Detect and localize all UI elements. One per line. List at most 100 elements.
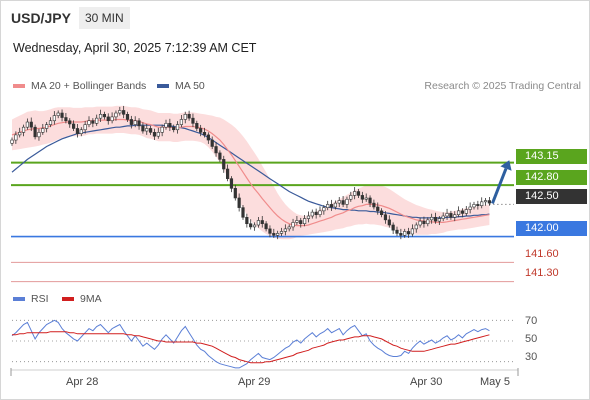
candle-body — [75, 128, 80, 134]
candle-body — [179, 119, 184, 125]
candle-body — [449, 213, 453, 218]
candle-body — [318, 210, 322, 216]
candle-body — [295, 220, 299, 223]
candle-body — [453, 214, 457, 218]
candle-body — [337, 200, 341, 204]
candle-body — [202, 132, 207, 136]
legend-rsi-swatch — [13, 297, 25, 301]
rsi-line — [11, 319, 490, 369]
date-label-apr28: Apr 28 — [66, 376, 99, 388]
candle-body — [268, 228, 272, 234]
candle-body — [395, 229, 399, 234]
legend-ma50-label: MA 50 — [175, 80, 205, 92]
candle-body — [299, 220, 303, 225]
candle-body — [283, 228, 287, 232]
candle-body — [403, 231, 407, 236]
candle-body — [291, 222, 295, 228]
candle-body — [376, 206, 380, 212]
candle-body — [256, 220, 261, 226]
candle-body — [160, 126, 164, 133]
candle-body — [433, 216, 438, 222]
candle-body — [199, 128, 203, 133]
candle-body — [426, 219, 430, 225]
candle-body — [137, 120, 141, 127]
candle-body — [441, 215, 445, 219]
candle-body — [326, 204, 330, 208]
candle-body — [483, 200, 488, 203]
candle-body — [33, 126, 37, 138]
candle-body — [468, 206, 472, 210]
candle-body — [210, 139, 214, 147]
candle-body — [279, 231, 284, 234]
candle-body — [245, 216, 249, 225]
candle-body — [91, 120, 95, 124]
candle-body — [187, 114, 191, 119]
candle-body — [418, 220, 422, 226]
candle-body — [379, 210, 384, 216]
candle-body — [276, 233, 280, 236]
candle-body — [430, 216, 434, 221]
candle-body — [345, 198, 349, 205]
date-label-may5: May 5 — [480, 376, 510, 388]
candle-body — [329, 204, 334, 208]
candle-body — [83, 124, 87, 131]
candle-body — [56, 112, 60, 116]
candle-body — [172, 126, 176, 131]
candle-body — [133, 120, 137, 125]
candle-body — [145, 128, 149, 132]
candle-body — [18, 132, 22, 136]
candle-body — [141, 125, 145, 132]
candle-body — [233, 188, 237, 199]
candle-body — [302, 218, 307, 225]
candle-body — [333, 202, 338, 208]
candle-body — [399, 233, 403, 236]
candle-body — [260, 220, 264, 225]
candle-body — [149, 128, 153, 133]
candle-body — [241, 207, 245, 218]
candle-body — [183, 114, 187, 120]
candle-body — [64, 117, 68, 122]
candle-body — [122, 110, 126, 115]
candle-body — [391, 224, 395, 231]
candle-body — [445, 213, 449, 217]
level-tag-s1: 142.00 — [516, 221, 587, 236]
date-label-apr29: Apr 29 — [238, 376, 271, 388]
candle-body — [114, 112, 118, 118]
candle-body — [456, 210, 461, 216]
candle-body — [52, 115, 56, 122]
candle-body — [222, 159, 226, 170]
candle-body — [410, 228, 415, 235]
symbol-label: USD/JPY — [11, 10, 71, 26]
candle-body — [156, 132, 160, 137]
candle-body — [152, 132, 157, 137]
timeframe-badge[interactable]: 30 MIN — [79, 7, 130, 29]
candle-body — [353, 191, 357, 196]
candle-body — [25, 121, 30, 128]
level-label-s2: 141.60 — [525, 248, 559, 260]
rsi-ma-line — [12, 331, 490, 364]
candle-body — [68, 120, 72, 125]
candle-body — [229, 178, 234, 189]
projection-arrow-head — [500, 160, 512, 171]
legend-rsi-label: RSI — [31, 293, 49, 305]
candle-body — [341, 200, 345, 205]
candle-body — [214, 146, 218, 154]
candle-body — [364, 197, 368, 200]
candle-body — [168, 123, 172, 128]
candle-body — [60, 112, 64, 118]
candle-body — [10, 139, 14, 144]
candle-body — [306, 215, 311, 219]
rsi-level-70: 70 — [525, 315, 538, 327]
candle-body — [125, 114, 130, 120]
candle-body — [102, 114, 106, 118]
candle-body — [414, 224, 418, 230]
candle-body — [45, 124, 49, 129]
candle-body — [226, 168, 230, 179]
rsi-level-30: 30 — [525, 351, 538, 363]
legend-rsi-ma-swatch — [62, 297, 74, 301]
datetime-label: Wednesday, April 30, 2025 7:12:39 AM CET — [13, 41, 257, 55]
candle-body — [360, 195, 364, 200]
candle-body — [110, 116, 114, 122]
candle-body — [460, 210, 465, 214]
candle-body — [252, 224, 257, 228]
